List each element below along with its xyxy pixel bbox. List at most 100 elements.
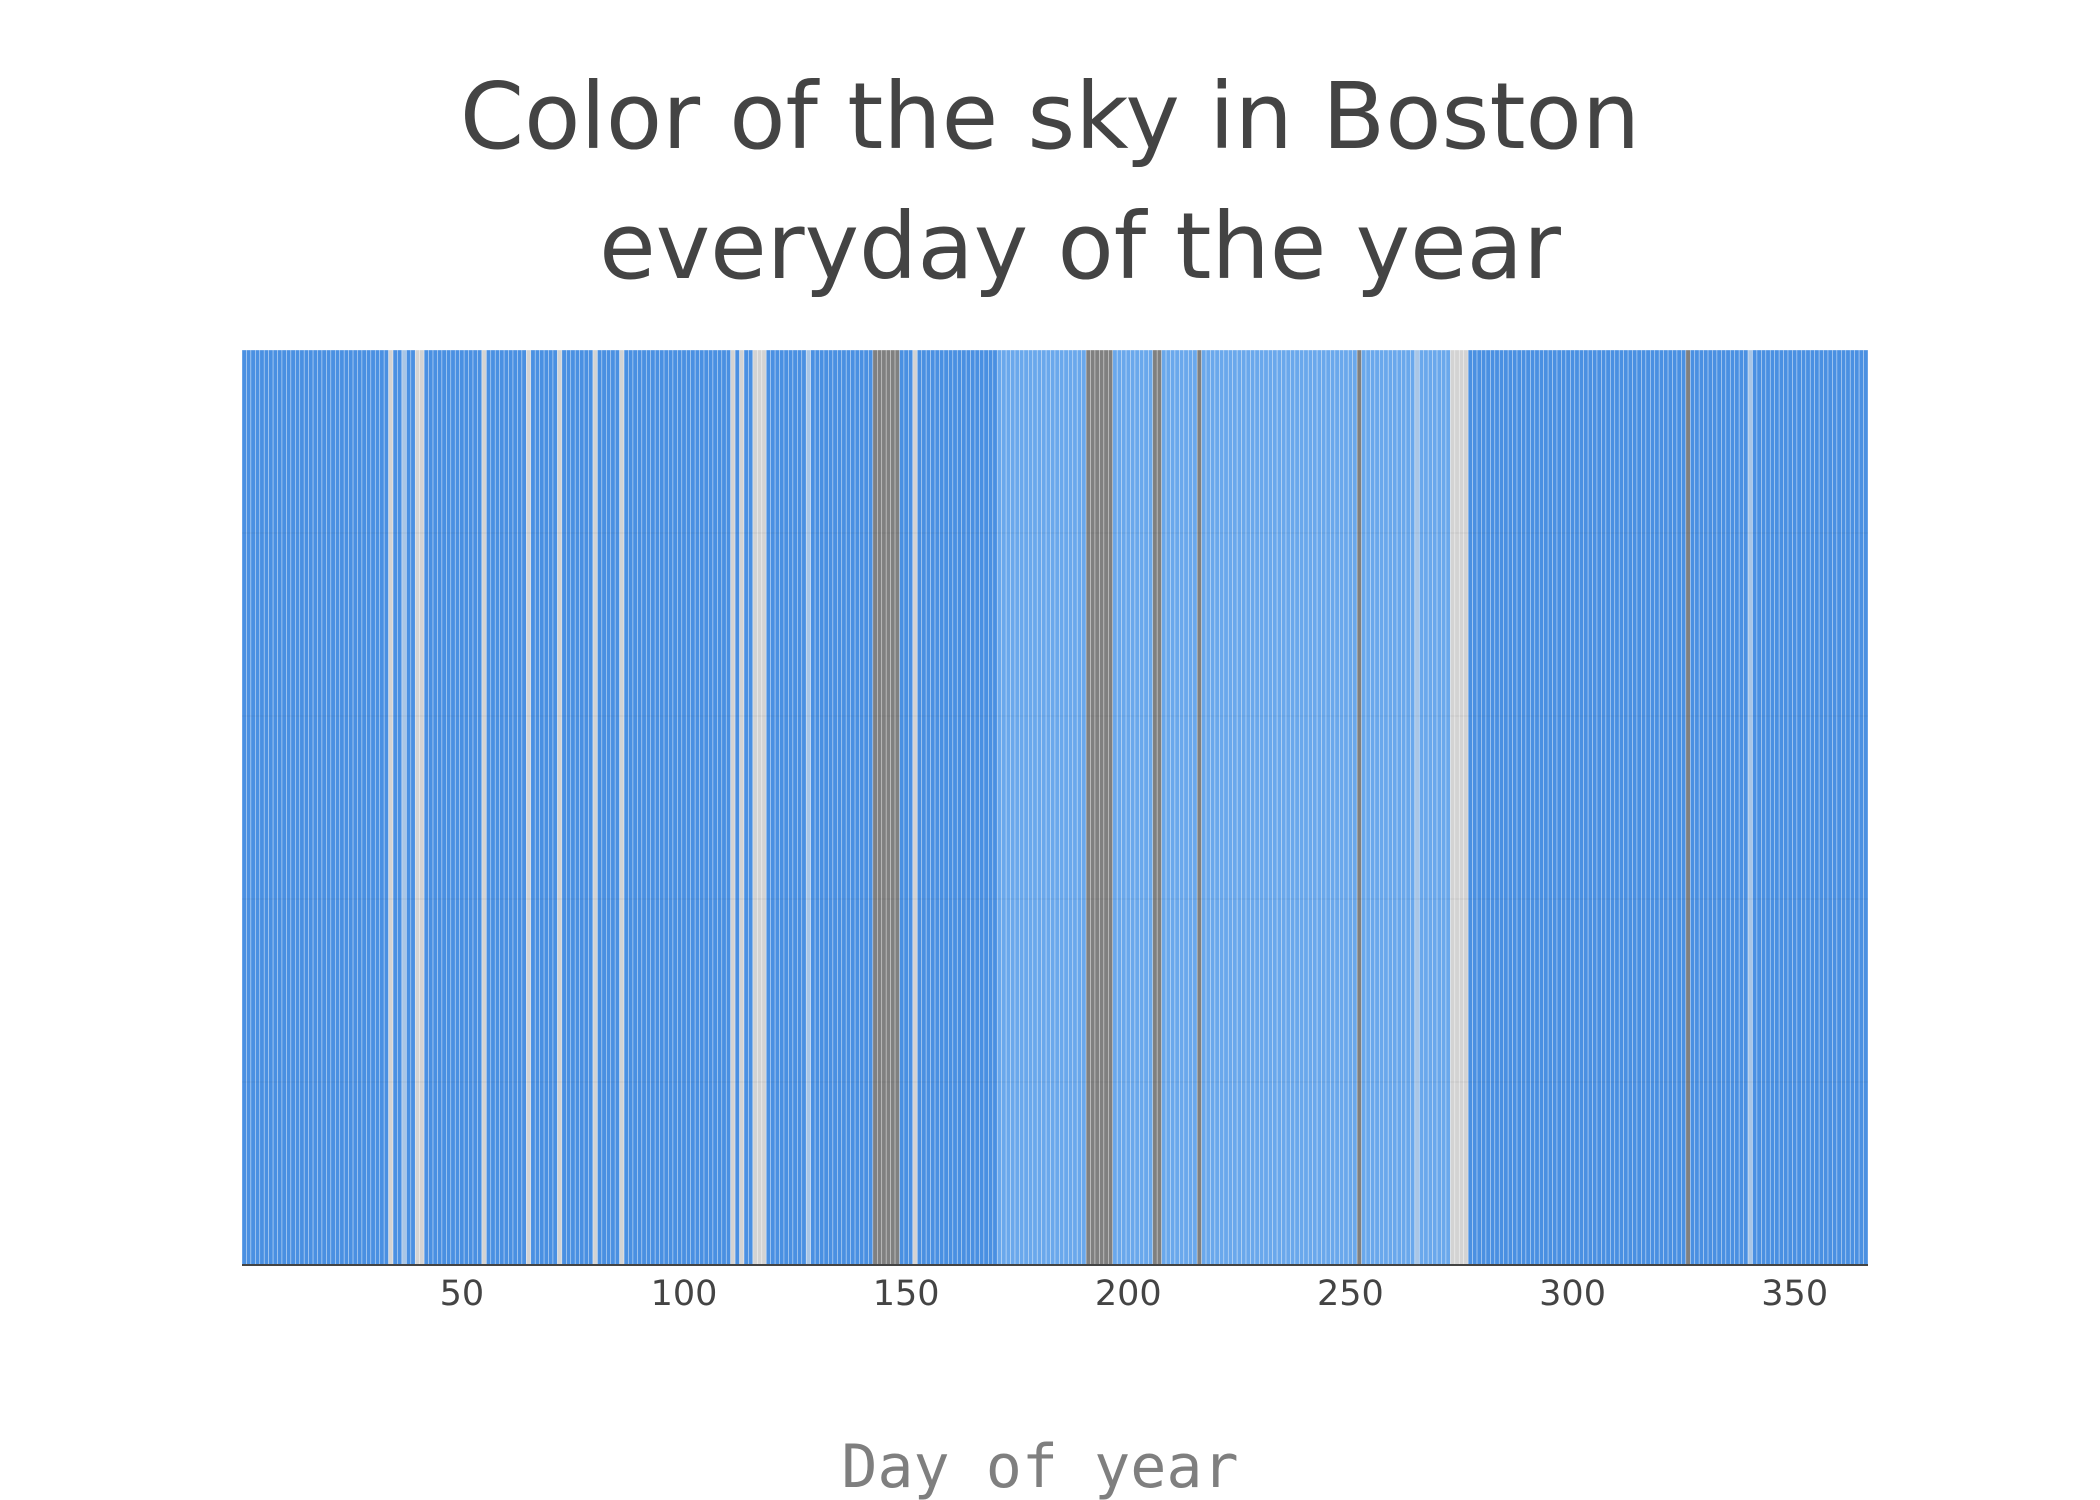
day-bar bbox=[1654, 349, 1660, 1266]
day-bar bbox=[432, 349, 438, 1266]
day-bar bbox=[366, 349, 372, 1266]
day-bar bbox=[1658, 349, 1664, 1266]
day-bar bbox=[1694, 349, 1700, 1266]
day-bar bbox=[543, 349, 549, 1266]
day-bar bbox=[1219, 349, 1225, 1266]
day-bar bbox=[370, 349, 376, 1266]
day-bar bbox=[1712, 349, 1718, 1266]
day-bar bbox=[1663, 349, 1669, 1266]
day-bar bbox=[1681, 349, 1687, 1266]
day-bar bbox=[1201, 349, 1207, 1266]
day-bar bbox=[343, 349, 349, 1266]
day-bar bbox=[934, 349, 940, 1266]
day-bar bbox=[939, 349, 945, 1266]
day-bar bbox=[499, 349, 505, 1266]
day-bar bbox=[921, 349, 927, 1266]
day-bar bbox=[1387, 349, 1393, 1266]
day-bar bbox=[845, 349, 851, 1266]
day-bar bbox=[1747, 349, 1753, 1266]
day-bar bbox=[1383, 349, 1389, 1266]
day-bar bbox=[388, 349, 394, 1266]
day-bar bbox=[1854, 349, 1860, 1266]
day-bar bbox=[1521, 349, 1527, 1266]
day-bar bbox=[1036, 349, 1042, 1266]
day-bar bbox=[1525, 349, 1531, 1266]
day-bar bbox=[1174, 349, 1180, 1266]
day-bar bbox=[1139, 349, 1145, 1266]
day-bar bbox=[1130, 349, 1136, 1266]
day-bar bbox=[1454, 349, 1460, 1266]
day-bar bbox=[246, 349, 252, 1266]
day-bar bbox=[659, 349, 665, 1266]
day-bar bbox=[539, 349, 545, 1266]
day-bar bbox=[459, 349, 465, 1266]
day-bar bbox=[1214, 349, 1220, 1266]
day-bar bbox=[1179, 349, 1185, 1266]
day-bar bbox=[908, 349, 914, 1266]
day-bar bbox=[1334, 349, 1340, 1266]
day-bar bbox=[1370, 349, 1376, 1266]
day-bar bbox=[1045, 349, 1051, 1266]
day-bar bbox=[956, 349, 963, 1266]
day-bar bbox=[614, 349, 620, 1266]
day-bar bbox=[1863, 349, 1869, 1266]
day-bar bbox=[1401, 349, 1407, 1266]
day-bar bbox=[286, 349, 292, 1266]
day-bar bbox=[1601, 349, 1607, 1266]
day-bar bbox=[965, 349, 971, 1266]
day-bar bbox=[1734, 349, 1740, 1266]
day-bar bbox=[645, 349, 652, 1266]
day-bar bbox=[379, 349, 385, 1266]
day-bar bbox=[1650, 349, 1656, 1266]
day-bar bbox=[930, 349, 936, 1266]
day-bar bbox=[1205, 349, 1211, 1266]
day-bar bbox=[295, 349, 301, 1266]
day-bar bbox=[1170, 349, 1176, 1266]
day-bar bbox=[1685, 349, 1691, 1266]
day-bar bbox=[326, 349, 332, 1266]
day-bar bbox=[943, 349, 949, 1266]
day-bar bbox=[868, 349, 874, 1266]
day-bar bbox=[979, 349, 985, 1266]
day-bar bbox=[863, 349, 869, 1266]
day-bar bbox=[454, 349, 460, 1266]
day-bar bbox=[743, 349, 749, 1266]
day-bar bbox=[1005, 349, 1011, 1266]
day-bar bbox=[521, 349, 527, 1266]
day-bar bbox=[801, 349, 807, 1266]
day-bar bbox=[1019, 349, 1025, 1266]
day-bar bbox=[1259, 349, 1265, 1266]
day-bar bbox=[1250, 349, 1256, 1266]
day-bar bbox=[1156, 349, 1162, 1266]
day-bar bbox=[1761, 349, 1767, 1266]
day-bar bbox=[1645, 349, 1651, 1266]
day-bar bbox=[1405, 349, 1411, 1266]
day-bar bbox=[859, 349, 865, 1266]
day-bar bbox=[748, 349, 754, 1266]
day-bar bbox=[699, 349, 705, 1266]
day-bar bbox=[548, 349, 554, 1266]
day-bar bbox=[1316, 349, 1322, 1266]
day-bar bbox=[414, 349, 421, 1266]
day-bar bbox=[494, 349, 500, 1266]
day-bar bbox=[668, 349, 674, 1266]
day-bar bbox=[1743, 349, 1749, 1266]
x-axis-ticks: 50 100 150 200 250 300 350 bbox=[440, 1274, 1828, 1314]
day-bar bbox=[601, 349, 607, 1266]
day-bar bbox=[1441, 349, 1447, 1266]
day-bar bbox=[552, 349, 558, 1266]
day-bar bbox=[1392, 349, 1398, 1266]
day-bar bbox=[1356, 349, 1362, 1266]
day-bar bbox=[1041, 349, 1047, 1266]
day-bar bbox=[1285, 349, 1291, 1266]
day-bar bbox=[1072, 349, 1078, 1266]
day-bar bbox=[1498, 349, 1505, 1266]
day-bar bbox=[1330, 349, 1336, 1266]
day-bar bbox=[725, 349, 731, 1266]
day-bar bbox=[690, 349, 696, 1266]
day-bar bbox=[757, 349, 763, 1266]
day-bar bbox=[1476, 349, 1482, 1266]
day-bar bbox=[583, 349, 589, 1266]
day-bar bbox=[783, 349, 789, 1266]
